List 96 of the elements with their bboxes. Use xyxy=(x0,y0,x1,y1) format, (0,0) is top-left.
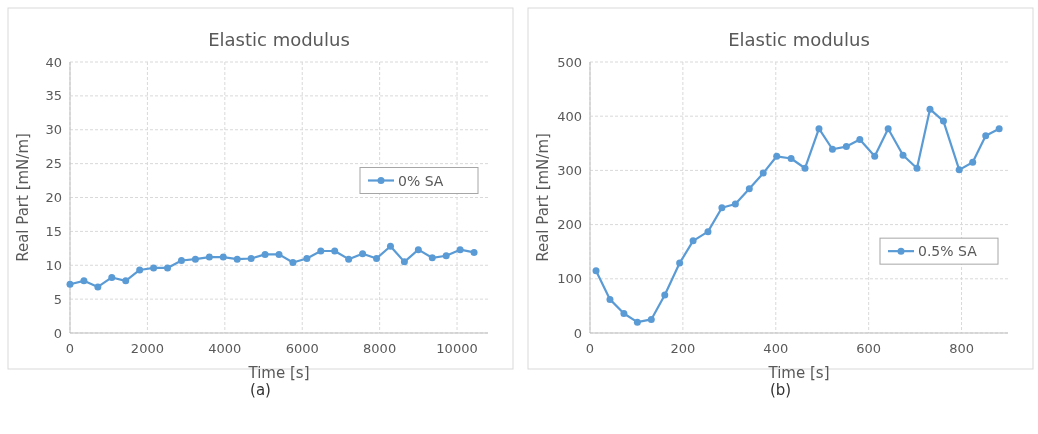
point xyxy=(275,250,283,258)
point xyxy=(955,166,963,174)
point xyxy=(773,152,781,160)
point xyxy=(661,291,669,299)
y-tick-label: 15 xyxy=(45,223,62,239)
point xyxy=(676,259,684,267)
y-tick-label: 30 xyxy=(45,122,62,138)
y-axis-title: Real Part [mN/m] xyxy=(534,133,552,262)
y-tick-label: 500 xyxy=(557,54,582,70)
point xyxy=(66,280,74,288)
point xyxy=(745,185,753,193)
y-tick-label: 5 xyxy=(53,291,62,307)
chart-title: Elastic modulus xyxy=(208,29,350,50)
point xyxy=(331,247,339,255)
point xyxy=(689,237,697,245)
point xyxy=(233,255,241,263)
x-tick-label: 0 xyxy=(65,341,75,356)
y-tick-label: 35 xyxy=(45,88,62,104)
point xyxy=(414,246,422,254)
y-tick-label: 100 xyxy=(557,271,582,287)
point xyxy=(470,248,478,256)
point xyxy=(995,125,1003,133)
y-tick-label: 400 xyxy=(557,108,582,124)
y-tick-label: 200 xyxy=(557,217,582,233)
point xyxy=(926,105,934,113)
point xyxy=(359,250,367,258)
y-tick-label: 0 xyxy=(573,325,582,341)
point xyxy=(136,266,144,274)
point xyxy=(913,164,921,172)
point xyxy=(759,169,767,177)
point xyxy=(442,252,450,260)
point xyxy=(191,255,199,263)
text: (a) xyxy=(250,381,271,399)
point xyxy=(428,254,436,262)
x-axis-title: Time [s] xyxy=(767,364,830,382)
point xyxy=(884,125,892,133)
x-tick-label: 4000 xyxy=(208,341,242,356)
y-tick-label: 10 xyxy=(45,257,62,273)
x-tick-label: 600 xyxy=(856,341,882,356)
point xyxy=(456,246,464,254)
point xyxy=(94,283,102,291)
text: (b) xyxy=(769,381,792,399)
point xyxy=(108,273,116,281)
point xyxy=(899,151,907,159)
point xyxy=(247,254,255,262)
point xyxy=(386,242,394,250)
point xyxy=(828,145,836,153)
point xyxy=(939,117,947,125)
point xyxy=(219,253,227,261)
point xyxy=(261,250,269,258)
point xyxy=(731,200,739,208)
x-tick-label: 2000 xyxy=(130,341,164,356)
chart-title: Elastic modulus xyxy=(728,29,870,50)
point xyxy=(871,152,879,160)
y-tick-label: 40 xyxy=(45,54,62,70)
point xyxy=(718,204,726,212)
point xyxy=(289,259,297,267)
point xyxy=(633,318,641,326)
x-tick-label: 0 xyxy=(585,341,595,356)
point xyxy=(815,125,823,133)
point xyxy=(303,254,311,262)
point xyxy=(856,136,864,144)
y-tick-label: 300 xyxy=(557,162,582,178)
point xyxy=(122,277,130,285)
point xyxy=(80,277,88,285)
point xyxy=(150,264,158,272)
x-tick-label: 6000 xyxy=(285,341,319,356)
legend-label: 0.5% SA xyxy=(918,243,978,260)
point xyxy=(704,228,712,236)
x-tick-label: 10000 xyxy=(436,341,478,356)
point xyxy=(787,154,795,162)
point xyxy=(606,295,614,303)
y-tick-label: 25 xyxy=(45,156,62,172)
y-tick-label: 0 xyxy=(53,325,62,341)
x-axis-title: Time [s] xyxy=(247,364,310,382)
point xyxy=(345,255,353,263)
x-tick-label: 400 xyxy=(763,341,789,356)
point xyxy=(205,253,213,261)
point xyxy=(801,164,809,172)
point xyxy=(969,158,977,166)
x-tick-label: 800 xyxy=(949,341,974,356)
point xyxy=(620,309,628,317)
point xyxy=(317,247,325,255)
point xyxy=(373,254,381,262)
point xyxy=(842,143,850,151)
y-tick-label: 20 xyxy=(45,190,62,205)
point xyxy=(164,264,172,272)
x-tick-label: 8000 xyxy=(363,341,397,356)
point xyxy=(400,258,408,266)
x-tick-label: 200 xyxy=(670,341,696,356)
point xyxy=(647,315,655,323)
y-axis-title: Real Part [mN/m] xyxy=(14,133,32,262)
point xyxy=(177,257,185,265)
point xyxy=(982,132,990,140)
point xyxy=(592,267,600,275)
legend-label: 0% SA xyxy=(398,172,444,189)
